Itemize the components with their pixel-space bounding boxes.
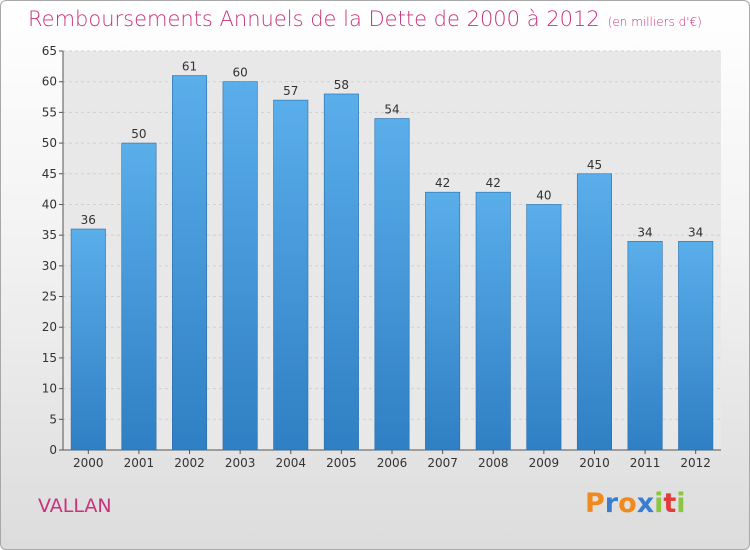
data-label-2012: 34	[688, 225, 703, 239]
x-tick-label-2001: 2001	[124, 456, 155, 470]
data-label-2002: 61	[182, 60, 197, 74]
data-label-2011: 34	[637, 225, 652, 239]
y-tick-label: 50	[42, 136, 57, 150]
location-label: VALLAN	[38, 495, 112, 517]
chart-title: Remboursements Annuels de la Dette de 20…	[28, 7, 702, 31]
data-label-2000: 36	[81, 213, 96, 227]
x-tick-label-2009: 2009	[529, 456, 560, 470]
x-tick-label-2008: 2008	[478, 456, 509, 470]
y-tick-label: 25	[42, 290, 57, 304]
x-tick-label-2006: 2006	[377, 456, 408, 470]
bar-2011	[627, 240, 663, 451]
bar-2010	[576, 173, 612, 451]
y-tick-label: 55	[42, 105, 57, 119]
logo-letter: t	[663, 488, 677, 519]
y-tick-label: 10	[42, 382, 57, 396]
data-label-2004: 57	[283, 84, 298, 98]
x-tick-label-2003: 2003	[225, 456, 256, 470]
proxiti-logo: Proxiti	[585, 488, 686, 519]
data-label-2007: 42	[435, 176, 450, 190]
bar-2001	[121, 142, 157, 451]
y-tick-label: 35	[42, 228, 57, 242]
bar-2002	[172, 75, 208, 451]
x-tick-label-2005: 2005	[326, 456, 357, 470]
bar-2000	[70, 228, 106, 451]
logo-letter: o	[618, 488, 637, 519]
data-label-2003: 60	[233, 66, 248, 80]
y-tick-label: 65	[42, 44, 57, 58]
y-tick-label: 45	[42, 167, 57, 181]
data-label-2008: 42	[486, 176, 501, 190]
chart-subtitle: (en milliers d'€)	[607, 15, 702, 29]
x-tick-label-2002: 2002	[174, 456, 205, 470]
x-tick-label-2012: 2012	[680, 456, 711, 470]
data-label-2005: 58	[334, 78, 349, 92]
y-tick-label: 0	[49, 443, 57, 457]
x-tick-label-2011: 2011	[630, 456, 661, 470]
data-label-2010: 45	[587, 158, 602, 172]
data-label-2009: 40	[536, 188, 551, 202]
chart-title-text: Remboursements Annuels de la Dette de 20…	[28, 7, 600, 31]
y-tick-label: 20	[42, 320, 57, 334]
bar-2012	[678, 240, 714, 451]
x-tick-label-2010: 2010	[579, 456, 610, 470]
bar-2003	[222, 81, 258, 451]
y-tick-label: 15	[42, 351, 57, 365]
y-tick-label: 30	[42, 259, 57, 273]
x-tick-label-2004: 2004	[275, 456, 306, 470]
bar-chart: 0 5 10 15 20 25 30 35 40 45 50 55 60 65 36 2000 50 2001 61…	[42, 44, 721, 470]
bar-2009	[526, 204, 562, 451]
y-tick-label: 60	[42, 75, 57, 89]
data-label-2006: 54	[384, 103, 399, 117]
data-label-2001: 50	[131, 127, 146, 141]
bar-2006	[374, 118, 410, 451]
logo-letter: P	[585, 488, 605, 519]
bar-2004	[273, 99, 309, 451]
bar-2005	[323, 93, 359, 451]
logo-letter: r	[604, 488, 619, 519]
x-tick-label-2007: 2007	[427, 456, 458, 470]
logo-letter: x	[636, 488, 655, 519]
bar-2007	[425, 191, 461, 451]
y-tick-label: 40	[42, 197, 57, 211]
logo-letter: i	[654, 488, 664, 519]
y-tick-label: 5	[49, 412, 57, 426]
logo-letter: i	[676, 488, 686, 519]
bar-2008	[475, 191, 511, 451]
x-tick-label-2000: 2000	[73, 456, 104, 470]
